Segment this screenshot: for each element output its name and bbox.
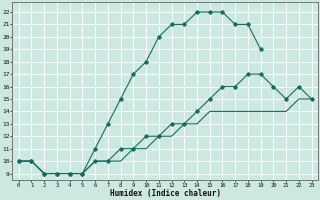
X-axis label: Humidex (Indice chaleur): Humidex (Indice chaleur) [110, 189, 220, 198]
